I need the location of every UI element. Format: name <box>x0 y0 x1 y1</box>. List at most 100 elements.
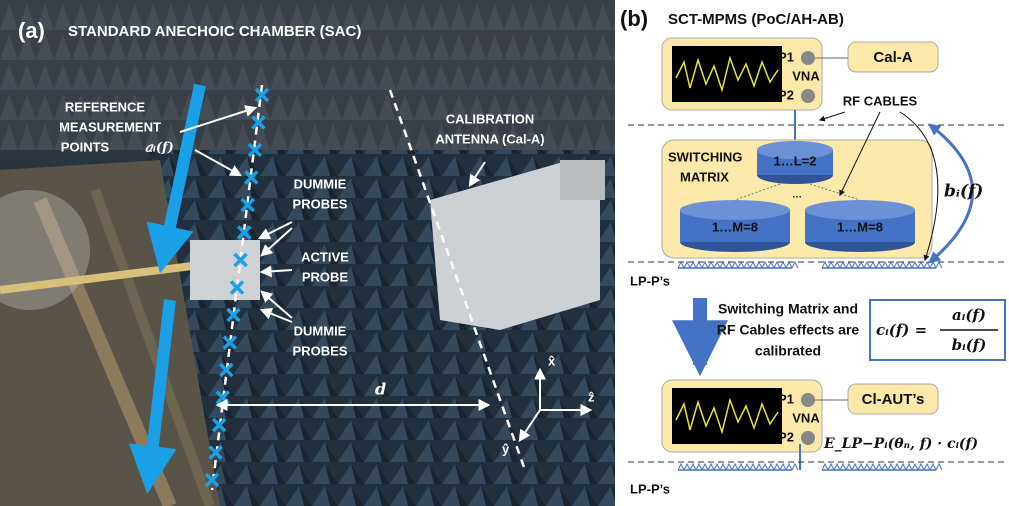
probe-array <box>894 262 900 268</box>
probe-array <box>744 464 750 470</box>
probe-array <box>714 464 720 470</box>
probe-array <box>924 464 930 470</box>
probe-array <box>846 262 852 268</box>
probe-array <box>864 262 870 268</box>
probe-array <box>690 464 696 470</box>
annotation: ACTIVE <box>301 249 349 264</box>
probe-array <box>876 464 882 470</box>
port-label: P1 <box>778 49 794 64</box>
probe-array <box>936 464 942 470</box>
probe-array <box>696 464 702 470</box>
annotation: RF CABLES <box>843 93 918 108</box>
box-label: Cl-AUT’s <box>862 391 925 408</box>
probe-array <box>846 464 852 470</box>
probe-array <box>780 262 786 268</box>
probe-array <box>822 464 828 470</box>
figure: (a) STANDARD ANECHOIC CHAMBER (SAC) REFE… <box>0 0 1009 506</box>
vna-label: VNA <box>792 410 820 425</box>
probe-array <box>822 262 828 268</box>
level-label: 1…M=8 <box>837 219 883 234</box>
probe-array <box>912 262 918 268</box>
probe-array <box>702 464 708 470</box>
annotation: PROBES <box>293 343 348 358</box>
annotation: RF Cables effects are <box>717 322 860 338</box>
annotation: PROBES <box>293 196 348 211</box>
probe-array <box>762 262 768 268</box>
probe-array <box>840 464 846 470</box>
probe-array <box>882 464 888 470</box>
annotation: ANTENNA (Cal-A) <box>435 131 544 146</box>
probe-array <box>720 464 726 470</box>
probe-array <box>888 464 894 470</box>
probe-array <box>750 464 756 470</box>
panel-title: STANDARD ANECHOIC CHAMBER (SAC) <box>68 23 361 40</box>
probe-array <box>738 464 744 470</box>
annotation: PROBE <box>302 269 349 284</box>
probe-array <box>774 464 780 470</box>
probe-array <box>924 262 930 268</box>
probe-array <box>678 464 684 470</box>
probe-array <box>774 262 780 268</box>
probe-array <box>678 262 684 268</box>
equation: 𝒄ᵢ(𝒇) = <box>876 321 927 339</box>
probe-array <box>768 262 774 268</box>
level-label: 1…M=8 <box>712 219 758 234</box>
probe-array <box>786 464 792 470</box>
probe-array <box>852 464 858 470</box>
probe-array <box>906 464 912 470</box>
probe-array <box>894 464 900 470</box>
probe-array <box>912 464 918 470</box>
annotation: LP-P’s <box>630 273 670 288</box>
probe-array <box>684 464 690 470</box>
annotation: POINTS <box>61 139 110 154</box>
annotation: MEASUREMENT <box>59 119 161 134</box>
annotation: CALIBRATION <box>446 111 535 126</box>
panel-title: SCT-MPMS (PoC/AH-AB) <box>668 11 844 28</box>
diagram <box>628 38 1005 470</box>
panel-label: (a) <box>18 18 45 43</box>
probe-array <box>870 262 876 268</box>
probe-array <box>756 262 762 268</box>
probe-array <box>732 464 738 470</box>
probe-array <box>780 464 786 470</box>
probe-array <box>792 262 798 268</box>
probe-array <box>726 262 732 268</box>
probe-array <box>756 464 762 470</box>
probe-array <box>750 262 756 268</box>
probe-array <box>708 464 714 470</box>
probe-array <box>864 464 870 470</box>
probe-array <box>852 262 858 268</box>
probe-array <box>786 262 792 268</box>
probe-array <box>858 464 864 470</box>
probe-array <box>936 262 942 268</box>
level-label: 1…L=2 <box>774 153 817 168</box>
ellipsis: … <box>792 190 802 201</box>
probe-array <box>870 464 876 470</box>
probe-array <box>708 262 714 268</box>
box-label: SWITCHING <box>668 149 742 164</box>
math-symbol: 𝒃ᵢ(𝒇) <box>944 182 983 202</box>
port-label: P2 <box>778 87 794 102</box>
annotation: DUMMIE <box>294 323 347 338</box>
probe-array <box>726 464 732 470</box>
probe-array <box>696 262 702 268</box>
axis-label: x̂ <box>548 353 556 368</box>
equation: 𝒃ᵢ(𝒇) <box>952 336 987 354</box>
probe-array <box>744 262 750 268</box>
probe-array <box>900 262 906 268</box>
probe-array <box>876 262 882 268</box>
probe-array <box>738 262 744 268</box>
port-label: P2 <box>778 429 794 444</box>
probe-array <box>762 464 768 470</box>
axis-label: ẑ <box>588 389 595 404</box>
probe-array <box>930 464 936 470</box>
probe-array <box>702 262 708 268</box>
equation: 𝑬_LP−Pᵢ(𝜽ₙ, 𝒇) · 𝒄ᵢ(𝒇) <box>823 436 978 452</box>
annotation: LP-P’s <box>630 481 670 496</box>
equation: 𝒂ᵢ(𝒇) <box>952 306 986 324</box>
probe-array <box>834 464 840 470</box>
probe-array <box>918 262 924 268</box>
probe-array <box>720 262 726 268</box>
probe-array <box>882 262 888 268</box>
box-label: Cal-A <box>873 49 912 66</box>
